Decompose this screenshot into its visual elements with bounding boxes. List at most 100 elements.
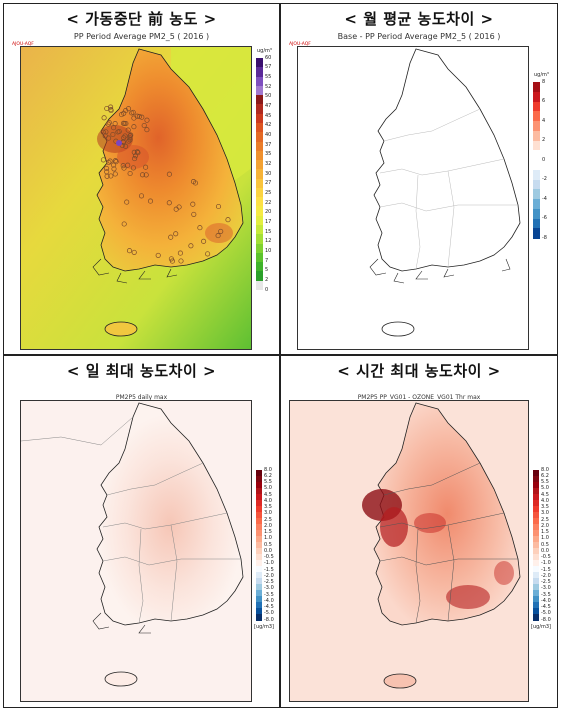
station-marker xyxy=(108,173,114,179)
colorbar-segment xyxy=(256,476,262,483)
colorbar-tick-label: -0.5 xyxy=(541,554,551,560)
colorbar-segment xyxy=(256,518,262,525)
colorbar-tick-label: -2.0 xyxy=(264,572,274,579)
colorbar-segment xyxy=(533,500,539,507)
colorbar-tick-label: 1.0 xyxy=(541,535,549,542)
colorbar-segment xyxy=(533,578,539,585)
colorbar-tick-label: 4.0 xyxy=(541,497,549,504)
station-marker xyxy=(127,170,133,177)
colorbar-segment xyxy=(256,536,262,543)
station-marker xyxy=(127,137,133,143)
colorbar-tick-label: 0.0 xyxy=(541,547,549,554)
jeju-island xyxy=(381,321,415,337)
station-marker xyxy=(192,180,199,186)
station-marker xyxy=(124,199,130,205)
colorbar-tick-label: -8 xyxy=(542,234,547,241)
station-marker xyxy=(106,159,112,166)
monthly-diff-map xyxy=(297,46,529,350)
colorbar-tick-label: 3.5 xyxy=(264,504,272,510)
colorbar-tick-label: -4 xyxy=(542,195,547,202)
station-marker xyxy=(111,125,117,131)
station-marker xyxy=(166,171,172,177)
colorbar-segment xyxy=(256,548,262,555)
station-marker xyxy=(119,112,125,118)
colorbar-segment xyxy=(256,614,262,621)
colorbar-tick-label: 0.0 xyxy=(264,547,272,554)
colorbar xyxy=(256,58,263,291)
colorbar-unit: [ug/m3] xyxy=(531,624,551,630)
station-marker xyxy=(225,217,231,223)
colorbar-segment xyxy=(256,530,262,537)
panel-subtitle: PM2P5 daily max xyxy=(115,394,168,401)
station-marker xyxy=(155,252,161,258)
station-marker xyxy=(123,143,129,149)
colorbar-segment xyxy=(256,122,263,133)
colorbar-segment xyxy=(256,243,263,254)
station-marker xyxy=(100,129,106,135)
pm25-concentration-map xyxy=(20,46,252,350)
colorbar-segment xyxy=(533,121,540,132)
station-marker xyxy=(126,138,132,144)
station-marker xyxy=(122,120,128,127)
station-marker xyxy=(121,165,127,171)
colorbar-segment xyxy=(256,554,262,561)
station-marker xyxy=(215,203,222,210)
colorbar xyxy=(256,470,262,621)
colorbar-tick-label: -4.5 xyxy=(264,604,274,610)
station-marker xyxy=(100,157,106,163)
map-svg xyxy=(362,402,521,689)
colorbar-tick-label: 1.0 xyxy=(264,535,272,542)
colorbar-tick-label: 2 xyxy=(542,137,546,143)
station-marker xyxy=(108,104,114,110)
colorbar-tick-label: 5.0 xyxy=(541,485,549,492)
station-marker xyxy=(104,165,110,172)
colorbar-tick-label: -5.0 xyxy=(264,610,274,617)
colorbar-segment xyxy=(256,187,263,198)
colorbar-tick-label: 5.5 xyxy=(264,479,272,485)
province-borders xyxy=(21,416,241,624)
jeju-island xyxy=(104,671,138,687)
colorbar-tick-label: 4.0 xyxy=(264,497,272,504)
colorbar-segment xyxy=(256,488,262,495)
colorbar-tick-label: 22 xyxy=(265,199,272,206)
station-marker xyxy=(169,258,175,264)
colorbar-tick-label: 55 xyxy=(265,73,272,80)
colorbar-segment xyxy=(533,596,539,603)
colorbar-segment xyxy=(256,608,262,615)
colorbar-tick-label: -3.5 xyxy=(264,591,274,598)
colorbar-tick-label: 30 xyxy=(265,170,272,177)
colorbar-tick-label: 8 xyxy=(542,78,546,85)
station-marker xyxy=(205,251,211,257)
colorbar-segment xyxy=(256,150,263,161)
station-marker xyxy=(218,228,224,234)
colorbar-segment xyxy=(256,234,263,245)
colorbar-tick-label: 2 xyxy=(265,276,269,283)
colorbar-segment xyxy=(256,506,262,513)
hotspot-marker xyxy=(116,140,122,146)
station-marker xyxy=(129,110,135,116)
colorbar-tick-label: -2.0 xyxy=(541,572,551,579)
colorbar-segment xyxy=(256,252,263,263)
colorbar-segment xyxy=(533,169,540,180)
colorbar-segment xyxy=(256,67,263,78)
station-marker xyxy=(134,149,140,155)
colorbar-segment xyxy=(256,482,262,489)
colorbar-segment xyxy=(533,101,540,112)
colorbar-tick-label: 2.5 xyxy=(541,516,549,523)
colorbar-segment xyxy=(256,578,262,585)
station-marker xyxy=(215,233,221,239)
colorbar-tick-label: -2 xyxy=(542,176,547,182)
colorbar-segment xyxy=(256,132,263,142)
colorbar-segment xyxy=(533,179,540,190)
colorbar-segment xyxy=(256,160,263,170)
colorbar-tick-label: 27 xyxy=(265,180,272,187)
colorbar-tick-label: 45 xyxy=(265,112,272,119)
colorbar-tick-label: 3.0 xyxy=(541,510,549,517)
colorbar-segment xyxy=(533,608,539,615)
model-tag: AJOU-AQF xyxy=(289,42,311,47)
station-marker xyxy=(127,133,133,139)
colorbar-segment xyxy=(256,225,263,235)
colorbar-tick-label: -2.5 xyxy=(264,579,274,585)
colorbar-tick-label: -2.5 xyxy=(541,579,551,585)
colorbar-tick-label: 37 xyxy=(265,141,272,148)
